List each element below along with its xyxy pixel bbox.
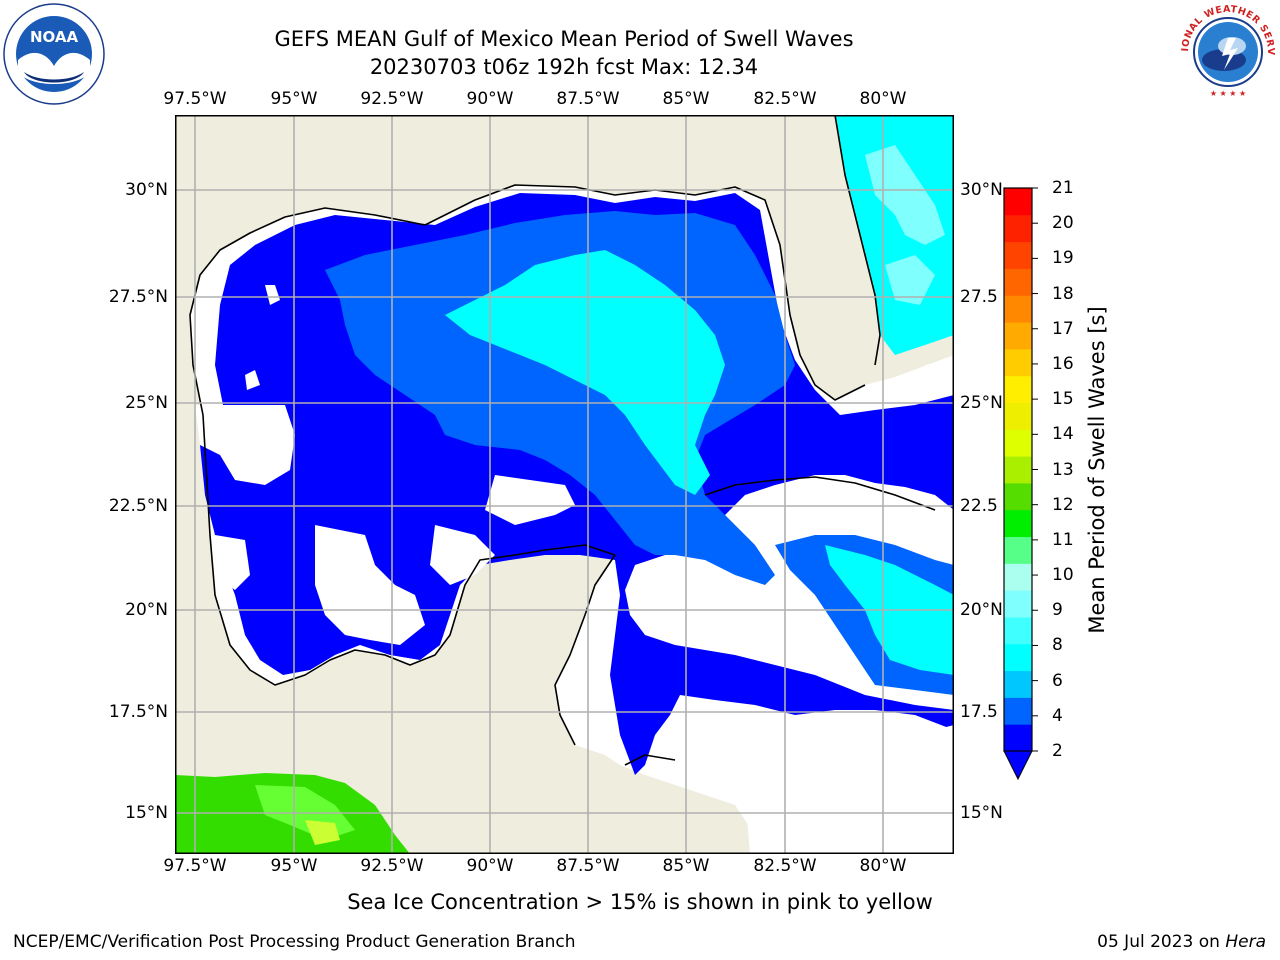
lon-tick-top: 92.5°W bbox=[360, 89, 424, 109]
colorbar-segment bbox=[1004, 697, 1032, 725]
lon-tick-bottom: 80°W bbox=[859, 856, 907, 876]
chart-title: GEFS MEAN Gulf of Mexico Mean Period of … bbox=[274, 27, 854, 51]
lon-tick-top: 85°W bbox=[662, 89, 710, 109]
lat-tick-right: 22.5 bbox=[960, 496, 998, 516]
swell-band-pacific-yellow bbox=[305, 820, 340, 845]
colorbar-segment bbox=[1004, 590, 1032, 618]
lat-tick-right: 30°N bbox=[960, 180, 1003, 200]
noaa-logo: NOAA bbox=[3, 3, 105, 105]
lon-tick-bottom: 90°W bbox=[466, 856, 514, 876]
lat-tick-left: 30°N bbox=[125, 180, 168, 200]
graticule bbox=[175, 115, 954, 854]
colorbar-segment bbox=[1004, 348, 1032, 377]
colorbar-segment bbox=[1004, 188, 1032, 216]
lat-tick-right: 25°N bbox=[960, 393, 1003, 413]
colorbar-tick-label: 18 bbox=[1052, 283, 1074, 304]
colorbar-tick-label: 21 bbox=[1052, 178, 1074, 198]
noaa-logo-text: NOAA bbox=[30, 28, 79, 46]
lat-tick-left: 15°N bbox=[125, 803, 168, 823]
lat-tick-right: 20°N bbox=[960, 600, 1003, 620]
colorbar-tick-label: 20 bbox=[1052, 213, 1074, 234]
lon-tick-bottom: 85°W bbox=[662, 856, 710, 876]
lat-tick-left: 27.5°N bbox=[108, 287, 168, 307]
swell-band-8-9s bbox=[865, 145, 945, 245]
colorbar-tick-label: 15 bbox=[1052, 389, 1074, 410]
colorbar-axis-label: Mean Period of Swell Waves [s] bbox=[1085, 306, 1109, 634]
colorbar-tick-label: 17 bbox=[1052, 318, 1074, 339]
colorbar-segment bbox=[1004, 509, 1032, 538]
colorbar-tick-label: 10 bbox=[1052, 565, 1074, 586]
colorbar-tick-label: 14 bbox=[1052, 424, 1074, 445]
colorbar-segment bbox=[1004, 214, 1032, 243]
chart-subtitle: 20230703 t06z 192h fcst Max: 12.34 bbox=[369, 55, 759, 79]
lat-tick-right: 27.5 bbox=[960, 287, 998, 307]
colorbar-segment bbox=[1004, 456, 1032, 484]
lon-tick-top: 82.5°W bbox=[753, 89, 817, 109]
credit-text: NCEP/EMC/Verification Post Processing Pr… bbox=[13, 932, 576, 952]
colorbar-extend-arrow bbox=[1003, 750, 1033, 781]
colorbar-tick-label: 19 bbox=[1052, 248, 1074, 269]
colorbar-tick-label: 4 bbox=[1052, 705, 1063, 726]
lat-tick-left: 22.5°N bbox=[108, 496, 168, 516]
swell-band-6-8s bbox=[445, 250, 725, 495]
colorbar-segment bbox=[1004, 482, 1032, 511]
lon-tick-top: 95°W bbox=[270, 89, 318, 109]
map-plot bbox=[175, 115, 954, 854]
colorbar-tick-label: 2 bbox=[1052, 741, 1063, 761]
colorbar bbox=[1003, 187, 1038, 781]
swell-band-8-9s-b bbox=[885, 255, 935, 305]
colorbar-segment bbox=[1004, 375, 1032, 403]
colorbar-tick-label: 6 bbox=[1052, 670, 1063, 691]
lat-tick-right: 15°N bbox=[960, 803, 1003, 823]
colorbar-tick-label: 16 bbox=[1052, 353, 1074, 374]
colorbar-segment bbox=[1004, 563, 1032, 591]
host-name: Hera bbox=[1225, 932, 1266, 952]
colorbar-segment bbox=[1004, 295, 1032, 323]
lat-tick-left: 20°N bbox=[125, 600, 168, 620]
colorbar-segment bbox=[1004, 643, 1032, 672]
lon-tick-top: 87.5°W bbox=[556, 89, 620, 109]
colorbar-segment bbox=[1004, 670, 1032, 698]
lon-tick-top: 97.5°W bbox=[163, 89, 227, 109]
lon-tick-bottom: 87.5°W bbox=[556, 856, 620, 876]
lon-tick-bottom: 92.5°W bbox=[360, 856, 424, 876]
colorbar-segment bbox=[1004, 536, 1032, 564]
lon-tick-bottom: 82.5°W bbox=[753, 856, 817, 876]
lat-tick-left: 17.5°N bbox=[108, 702, 168, 722]
colorbar-segment bbox=[1004, 268, 1032, 296]
colorbar-segment bbox=[1004, 724, 1032, 752]
nws-logo: NATIONAL WEATHER SERVICE ★ ★ ★ ★ bbox=[1178, 2, 1276, 100]
lat-tick-right: 17.5 bbox=[960, 702, 998, 722]
colorbar-tick-label: 12 bbox=[1052, 494, 1074, 515]
colorbar-tick-label: 13 bbox=[1052, 459, 1074, 480]
no-data-patches bbox=[195, 285, 954, 854]
colorbar-segment bbox=[1004, 402, 1032, 430]
run-date-text: 05 Jul 2023 on bbox=[1097, 932, 1226, 952]
lon-tick-bottom: 95°W bbox=[270, 856, 318, 876]
lon-tick-top: 90°W bbox=[466, 89, 514, 109]
colorbar-segment bbox=[1004, 429, 1032, 457]
run-date: 05 Jul 2023 on Hera bbox=[1097, 932, 1266, 952]
sea-ice-note: Sea Ice Concentration > 15% is shown in … bbox=[347, 890, 933, 914]
map-frame bbox=[175, 115, 954, 854]
colorbar-tick-label: 9 bbox=[1052, 600, 1063, 621]
colorbar-tick-label: 8 bbox=[1052, 635, 1063, 656]
svg-text:★ ★ ★ ★: ★ ★ ★ ★ bbox=[1210, 89, 1246, 98]
colorbar-segment bbox=[1004, 241, 1032, 269]
lat-tick-left: 25°N bbox=[125, 393, 168, 413]
colorbar-segment bbox=[1004, 322, 1032, 350]
colorbar-segment bbox=[1004, 616, 1032, 645]
lon-tick-bottom: 97.5°W bbox=[163, 856, 227, 876]
lon-tick-top: 80°W bbox=[859, 89, 907, 109]
coastline bbox=[189, 115, 936, 766]
colorbar-tick-label: 11 bbox=[1052, 529, 1074, 550]
